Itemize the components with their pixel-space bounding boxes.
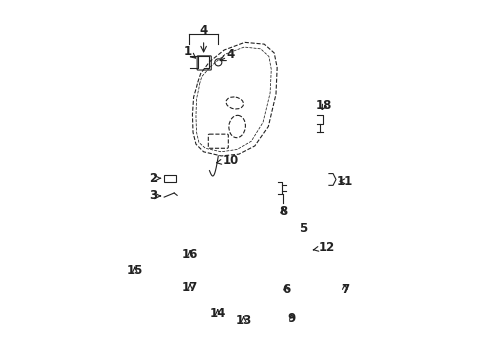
Text: 3: 3 bbox=[149, 189, 157, 202]
Bar bbox=[164, 175, 176, 182]
Text: 16: 16 bbox=[182, 248, 198, 261]
Bar bbox=[183, 262, 197, 274]
Bar bbox=[183, 233, 197, 246]
Bar bbox=[268, 233, 370, 315]
Text: 12: 12 bbox=[313, 240, 335, 254]
Text: 9: 9 bbox=[287, 312, 295, 325]
Text: 6: 6 bbox=[281, 283, 289, 296]
Text: 18: 18 bbox=[315, 99, 332, 112]
Text: 4: 4 bbox=[199, 24, 207, 37]
Text: 5: 5 bbox=[299, 222, 307, 235]
Text: 1: 1 bbox=[183, 45, 195, 58]
Text: 11: 11 bbox=[336, 175, 352, 188]
Text: 8: 8 bbox=[278, 205, 286, 218]
Text: 10: 10 bbox=[216, 154, 239, 167]
Text: 7: 7 bbox=[340, 283, 348, 296]
Text: 13: 13 bbox=[235, 314, 251, 327]
Text: 4: 4 bbox=[225, 48, 234, 61]
Text: 14: 14 bbox=[209, 306, 225, 320]
Text: 2: 2 bbox=[149, 172, 157, 185]
Text: 15: 15 bbox=[126, 264, 142, 277]
Text: 17: 17 bbox=[182, 281, 198, 294]
